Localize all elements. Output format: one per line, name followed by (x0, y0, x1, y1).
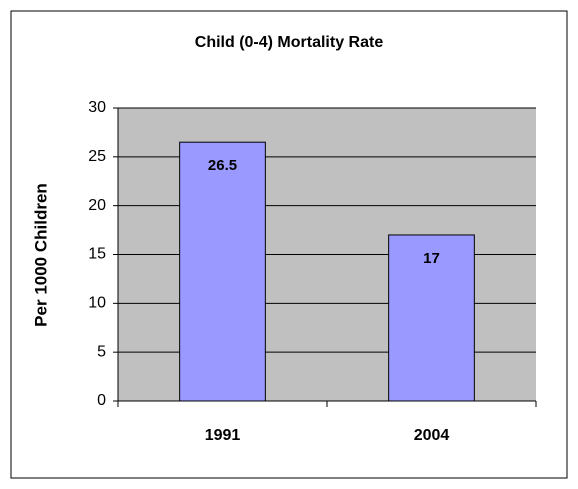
y-tick-label: 10 (88, 295, 106, 312)
bar (388, 234, 475, 402)
y-tick-label: 25 (88, 148, 106, 165)
bar (179, 141, 266, 402)
y-axis-label: Per 1000 Children (31, 183, 50, 327)
data-label: 26.5 (208, 157, 237, 174)
x-tick-label: 2004 (414, 427, 450, 444)
y-tick-label: 0 (97, 392, 106, 409)
y-tick-label: 15 (88, 246, 106, 263)
data-label: 17 (423, 250, 440, 267)
y-tick-label: 30 (88, 99, 106, 116)
chart-title: Child (0-4) Mortality Rate (195, 34, 384, 51)
x-tick-label: 1991 (205, 427, 241, 444)
y-tick-label: 20 (88, 197, 106, 214)
y-tick-label: 5 (97, 343, 106, 360)
